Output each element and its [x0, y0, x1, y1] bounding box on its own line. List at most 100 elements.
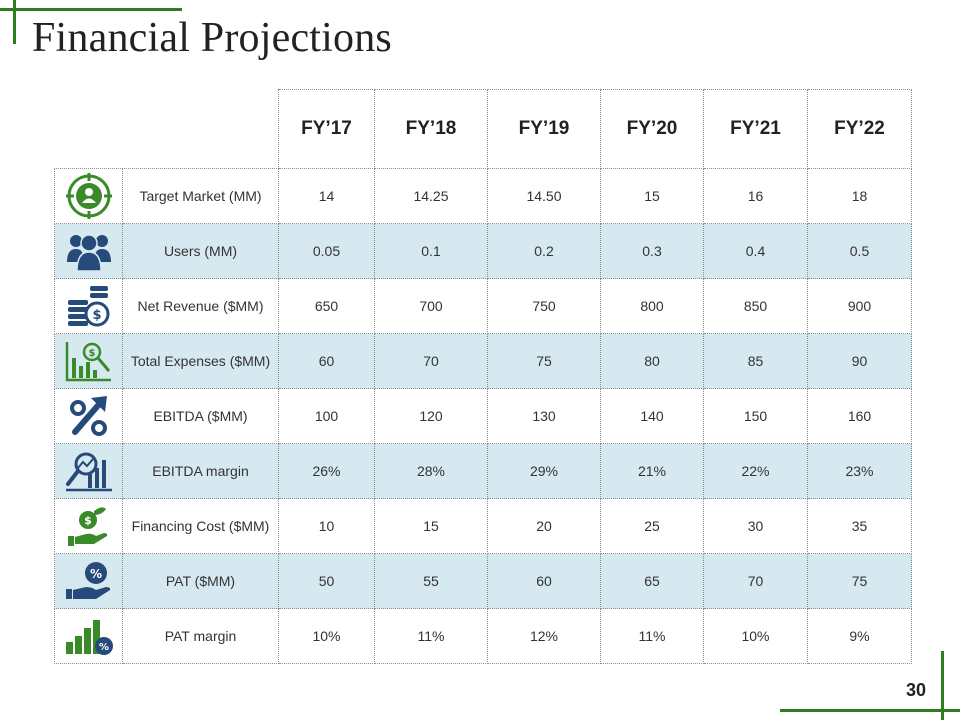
value-cell: 9%	[807, 608, 912, 664]
value-cell: 0.3	[600, 223, 704, 279]
value-cell: 60	[487, 553, 601, 609]
value-cell: 140	[600, 388, 704, 444]
value-cell: 50	[278, 553, 375, 609]
value-cell: 900	[807, 278, 912, 334]
table-row: % PAT margin 10% 11% 12% 11% 10% 9%	[54, 608, 912, 664]
row-label: EBITDA margin	[122, 443, 279, 499]
value-cell: 18	[807, 168, 912, 224]
table-row: $ Financing Cost ($MM) 10 15 20 25 30 35	[54, 498, 912, 554]
corner-accent-top-horizontal	[0, 8, 182, 11]
value-cell: 25	[600, 498, 704, 554]
column-header-fy21: FY’21	[703, 89, 808, 169]
value-cell: 65	[600, 553, 704, 609]
table-row: $ Total Expenses ($MM) 60 70 75 80 85 90	[54, 333, 912, 389]
value-cell: 800	[600, 278, 704, 334]
value-cell: 100	[278, 388, 375, 444]
value-cell: 650	[278, 278, 375, 334]
row-label: Net Revenue ($MM)	[122, 278, 279, 334]
value-cell: 850	[703, 278, 808, 334]
value-cell: 55	[374, 553, 488, 609]
users-icon	[66, 234, 111, 272]
svg-text:%: %	[98, 642, 108, 653]
value-cell: 750	[487, 278, 601, 334]
header-row: FY’17 FY’18 FY’19 FY’20 FY’21 FY’22	[54, 89, 912, 169]
corner-accent-bottom-horizontal	[780, 709, 960, 712]
revenue-coins-icon: $	[67, 286, 109, 327]
hand-percent-icon: %	[65, 562, 110, 599]
row-icon-cell	[54, 223, 123, 279]
row-label: Total Expenses ($MM)	[122, 333, 279, 389]
value-cell: 90	[807, 333, 912, 389]
row-icon-cell: $	[54, 333, 123, 389]
row-label: EBITDA ($MM)	[122, 388, 279, 444]
value-cell: 21%	[600, 443, 704, 499]
value-cell: 10	[278, 498, 375, 554]
row-icon-cell	[54, 388, 123, 444]
row-icon-cell	[54, 168, 123, 224]
value-cell: 29%	[487, 443, 601, 499]
value-cell: 23%	[807, 443, 912, 499]
value-cell: 85	[703, 333, 808, 389]
value-cell: 120	[374, 388, 488, 444]
row-label: Users (MM)	[122, 223, 279, 279]
value-cell: 0.4	[703, 223, 808, 279]
row-icon-cell: %	[54, 608, 123, 664]
value-cell: 14.25	[374, 168, 488, 224]
value-cell: 70	[703, 553, 808, 609]
value-cell: 80	[600, 333, 704, 389]
header-blank-cell	[54, 89, 279, 169]
value-cell: 130	[487, 388, 601, 444]
table-row: EBITDA margin 26% 28% 29% 21% 22% 23%	[54, 443, 912, 499]
value-cell: 15	[374, 498, 488, 554]
column-header-fy22: FY’22	[807, 89, 912, 169]
value-cell: 12%	[487, 608, 601, 664]
value-cell: 30	[703, 498, 808, 554]
hand-money-icon: $	[67, 507, 107, 546]
value-cell: 10%	[278, 608, 375, 664]
percent-arrow-icon	[69, 396, 107, 436]
svg-text:$: $	[88, 348, 95, 359]
table-row: EBITDA ($MM) 100 120 130 140 150 160	[54, 388, 912, 444]
value-cell: 28%	[374, 443, 488, 499]
value-cell: 14.50	[487, 168, 601, 224]
table-row: $ Net Revenue ($MM) 650 700 750 800 850 …	[54, 278, 912, 334]
row-label: Financing Cost ($MM)	[122, 498, 279, 554]
table-row: % PAT ($MM) 50 55 60 65 70 75	[54, 553, 912, 609]
value-cell: 0.2	[487, 223, 601, 279]
bar-percent-icon: %	[65, 620, 113, 655]
value-cell: 0.05	[278, 223, 375, 279]
value-cell: 75	[487, 333, 601, 389]
row-icon-cell	[54, 443, 123, 499]
financial-projections-table: FY’17 FY’18 FY’19 FY’20 FY’21 FY’22	[54, 89, 912, 664]
svg-text:$: $	[92, 308, 101, 323]
value-cell: 0.1	[374, 223, 488, 279]
column-header-fy20: FY’20	[600, 89, 704, 169]
row-icon-cell: $	[54, 278, 123, 334]
corner-accent-bottom-vertical	[941, 651, 944, 720]
row-icon-cell: $	[54, 498, 123, 554]
svg-text:%: %	[89, 567, 101, 581]
row-icon-cell: %	[54, 553, 123, 609]
value-cell: 11%	[374, 608, 488, 664]
value-cell: 0.5	[807, 223, 912, 279]
value-cell: 700	[374, 278, 488, 334]
svg-text:$: $	[84, 514, 92, 527]
value-cell: 20	[487, 498, 601, 554]
value-cell: 15	[600, 168, 704, 224]
column-header-fy18: FY’18	[374, 89, 488, 169]
expenses-chart-icon: $	[65, 342, 111, 382]
page-title: Financial Projections	[32, 15, 392, 61]
value-cell: 160	[807, 388, 912, 444]
value-cell: 150	[703, 388, 808, 444]
value-cell: 14	[278, 168, 375, 224]
row-label: PAT margin	[122, 608, 279, 664]
value-cell: 70	[374, 333, 488, 389]
value-cell: 11%	[600, 608, 704, 664]
value-cell: 60	[278, 333, 375, 389]
value-cell: 16	[703, 168, 808, 224]
corner-accent-top-vertical	[13, 0, 16, 44]
page-number: 30	[905, 680, 926, 700]
column-header-fy17: FY’17	[278, 89, 375, 169]
table-row: Users (MM) 0.05 0.1 0.2 0.3 0.4 0.5	[54, 223, 912, 279]
value-cell: 26%	[278, 443, 375, 499]
